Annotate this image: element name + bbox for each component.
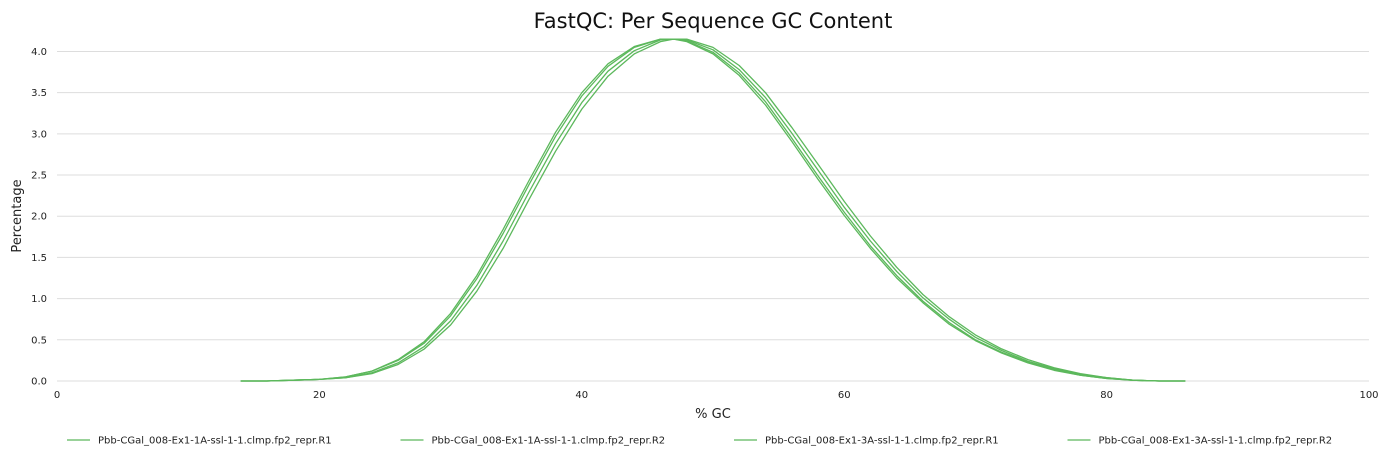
series-line-1 bbox=[240, 38, 1186, 382]
y-tick-label: 2.5 bbox=[31, 171, 47, 182]
legend-label: Pbb-CGal_008-Ex1-3A-ssl-1-1.clmp.fp2_rep… bbox=[765, 436, 999, 447]
y-tick-label: 3.0 bbox=[31, 129, 47, 140]
series-line-2 bbox=[240, 38, 1186, 382]
legend-label: Pbb-CGal_008-Ex1-1A-ssl-1-1.clmp.fp2_rep… bbox=[98, 436, 332, 447]
chart-title: FastQC: Per Sequence GC Content bbox=[534, 9, 893, 33]
gridlines bbox=[57, 50, 1369, 382]
x-tick-label: 60 bbox=[838, 390, 851, 401]
y-tick-label: 4.0 bbox=[31, 47, 47, 58]
legend[interactable]: Pbb-CGal_008-Ex1-1A-ssl-1-1.clmp.fp2_rep… bbox=[67, 436, 1332, 447]
x-tick-label: 80 bbox=[1100, 390, 1113, 401]
series-line-4 bbox=[240, 38, 1186, 382]
y-tick-label: 3.5 bbox=[31, 88, 47, 99]
x-tick-label: 20 bbox=[313, 390, 326, 401]
y-axis-label: Percentage bbox=[10, 179, 25, 252]
y-tick-label: 2.0 bbox=[31, 212, 47, 223]
series-line-3 bbox=[240, 38, 1186, 382]
series-lines bbox=[240, 38, 1186, 382]
legend-item[interactable]: Pbb-CGal_008-Ex1-3A-ssl-1-1.clmp.fp2_rep… bbox=[734, 436, 999, 447]
x-tick-label: 40 bbox=[575, 390, 588, 401]
legend-label: Pbb-CGal_008-Ex1-1A-ssl-1-1.clmp.fp2_rep… bbox=[432, 436, 666, 447]
legend-item[interactable]: Pbb-CGal_008-Ex1-1A-ssl-1-1.clmp.fp2_rep… bbox=[400, 436, 666, 447]
y-tick-label: 0.0 bbox=[31, 377, 47, 388]
legend-item[interactable]: Pbb-CGal_008-Ex1-1A-ssl-1-1.clmp.fp2_rep… bbox=[67, 436, 332, 447]
y-tick-label: 1.5 bbox=[31, 253, 47, 264]
y-tick-label: 1.0 bbox=[31, 294, 47, 305]
x-axis-label: % GC bbox=[695, 407, 731, 422]
legend-label: Pbb-CGal_008-Ex1-3A-ssl-1-1.clmp.fp2_rep… bbox=[1099, 436, 1333, 447]
x-tick-labels: 0 20 40 60 80 100 bbox=[54, 390, 1379, 401]
y-tick-label: 0.5 bbox=[31, 335, 47, 346]
legend-item[interactable]: Pbb-CGal_008-Ex1-3A-ssl-1-1.clmp.fp2_rep… bbox=[1067, 436, 1333, 447]
x-tick-label: 0 bbox=[54, 390, 60, 401]
y-tick-labels: 0.0 0.5 1.0 1.5 2.0 2.5 3.0 3.5 4.0 bbox=[31, 47, 47, 388]
x-tick-label: 100 bbox=[1359, 390, 1378, 401]
